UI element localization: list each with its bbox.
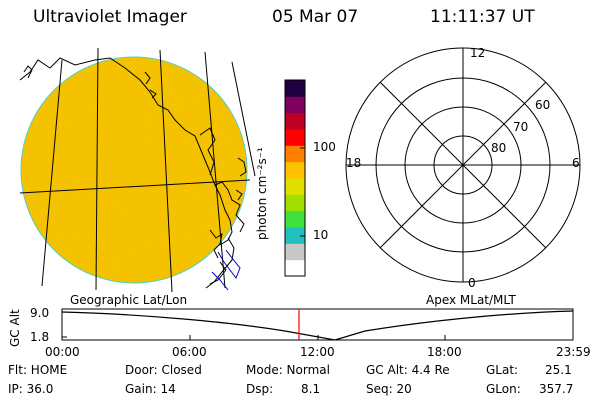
time-tick-0600: 06:00: [172, 345, 207, 359]
geo-grid-lines: [19, 47, 256, 293]
altitude-ytick-low: 1.8: [30, 330, 50, 344]
colorbar-swatch: [285, 227, 305, 244]
altitude-ytick-high: 9.0: [30, 306, 50, 320]
status-gain: Gain: 14: [125, 382, 176, 396]
auroral-image-texture: [21, 57, 247, 283]
status-dsp-value: 8.1: [301, 382, 321, 396]
time-tick-2359: 23:59: [556, 345, 591, 359]
status-glat-value: 25.1: [545, 363, 572, 377]
status-glon-label: GLon:: [486, 382, 521, 396]
polar-diagonal-2: [379, 81, 547, 249]
colorbar-tick-10: 10: [313, 228, 329, 242]
altitude-plot: [61, 308, 574, 341]
status-dsp-label: Dsp:: [246, 382, 274, 396]
geo-panel-caption: Geographic Lat/Lon: [70, 293, 188, 307]
secondary-outlines: [211, 249, 241, 291]
status-ip: IP: 36.0: [8, 382, 54, 396]
mlt-label-0: 0: [468, 276, 476, 290]
mlat-label-60: 60: [535, 98, 551, 112]
status-sequence: Seq: 20: [366, 382, 412, 396]
altitude-curve: [61, 310, 574, 341]
colorbar-swatch: [285, 145, 305, 163]
status-mode: Mode: Normal: [246, 363, 330, 377]
instrument-title: Ultraviolet Imager: [33, 7, 187, 27]
observation-date: 05 Mar 07: [272, 7, 359, 27]
colorbar-swatch: [285, 259, 305, 277]
colorbar-swatch: [285, 80, 305, 97]
colorbar-swatch: [285, 129, 305, 146]
polar-plot: [345, 47, 581, 283]
colorbar-swatch: [285, 161, 305, 179]
colorbar-swatch: [285, 210, 305, 228]
colorbar-unit-label: photon cm⁻²s⁻¹: [255, 147, 269, 240]
status-door: Door: Closed: [125, 363, 202, 377]
mlat-label-70: 70: [513, 120, 529, 134]
colorbar-swatch: [285, 243, 305, 261]
geo-image-panel: [19, 47, 256, 293]
time-tick-1200: 12:00: [300, 345, 335, 359]
time-tick-1800: 18:00: [427, 345, 462, 359]
mlt-label-12: 12: [470, 46, 486, 60]
mlat-label-80: 80: [491, 141, 507, 155]
colorbar-swatch: [285, 96, 305, 114]
status-glon-value: 357.7: [539, 382, 574, 396]
altitude-axis-label: GC Alt: [8, 309, 22, 347]
time-tick-0000: 00:00: [45, 345, 80, 359]
colorbar-swatch: [285, 194, 305, 212]
colorbar: [284, 79, 306, 277]
status-flight: Flt: HOME: [8, 363, 68, 377]
colorbar-tick-100: 100: [313, 140, 336, 154]
observation-time: 11:11:37 UT: [430, 7, 535, 27]
status-glat-label: GLat:: [486, 363, 519, 377]
colorbar-swatch: [285, 112, 305, 130]
colorbar-swatch: [285, 178, 305, 195]
mlt-label-18: 18: [346, 156, 362, 170]
status-gc-altitude: GC Alt: 4.4 Re: [366, 363, 450, 377]
polar-panel-caption: Apex MLat/MLT: [426, 293, 516, 307]
mlt-label-6: 6: [572, 156, 580, 170]
